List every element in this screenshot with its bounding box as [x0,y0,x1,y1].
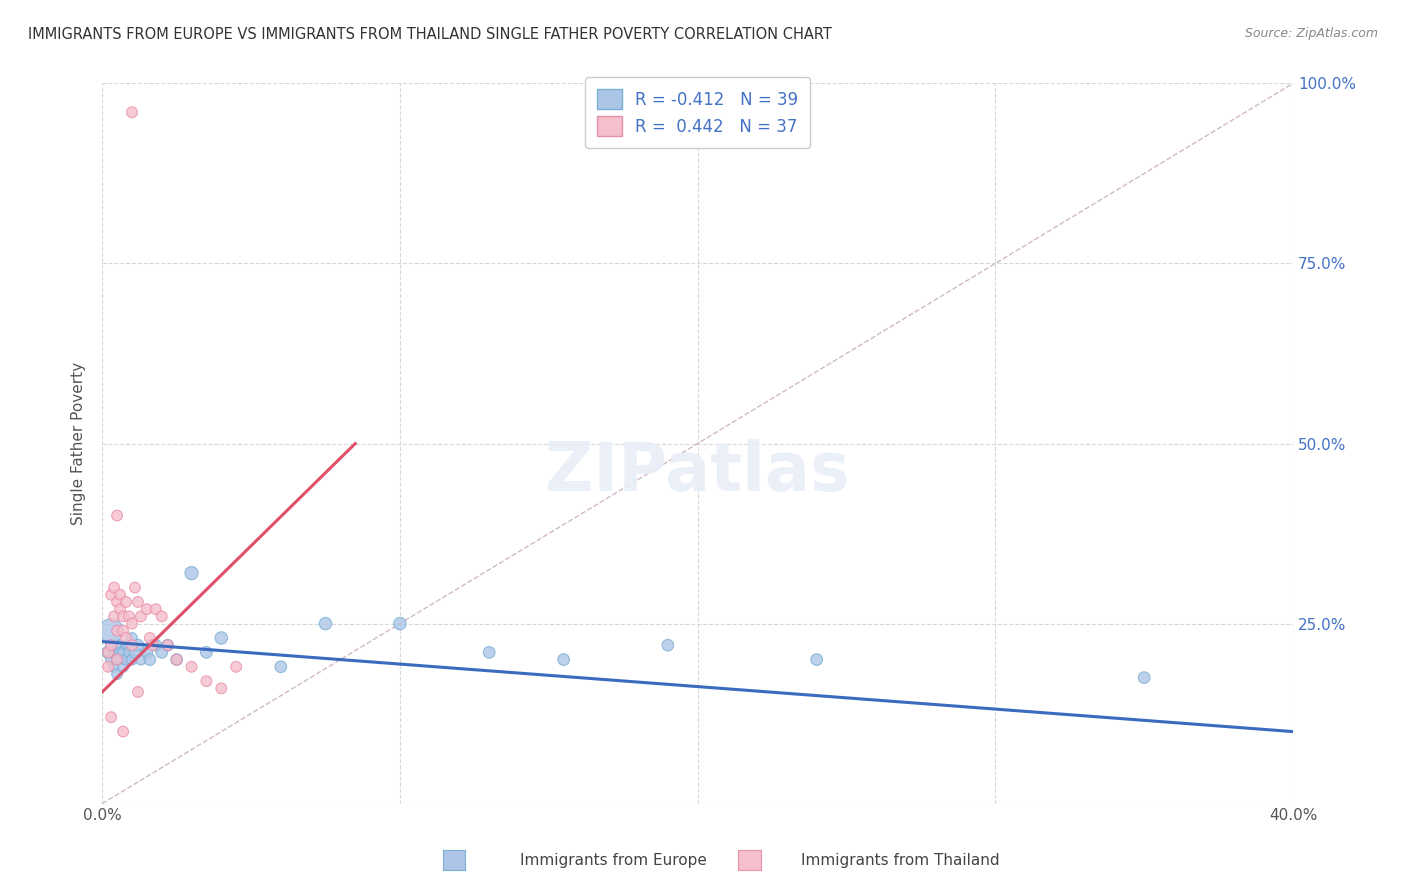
Point [1133,671,1156,685]
Point [105,508,128,523]
Point [108,588,131,602]
Point [180,660,202,674]
Point [112,724,135,739]
Point [108,602,131,616]
Text: Source: ZipAtlas.com: Source: ZipAtlas.com [1244,27,1378,40]
Point [553,652,575,666]
Point [105,652,128,666]
Point [150,609,173,624]
Point [115,631,138,645]
Point [135,645,157,659]
Point [388,616,411,631]
Point [145,638,167,652]
Point [209,681,232,696]
Point [142,638,165,652]
Point [100,638,122,652]
Point [121,652,143,666]
Point [105,624,128,638]
Point [100,638,122,652]
Point [166,652,188,666]
Point [124,645,146,659]
Point [314,616,336,631]
Point [115,652,138,666]
Point [195,645,218,659]
Point [121,631,143,645]
Point [195,674,218,689]
Point [108,652,131,666]
Point [124,581,146,595]
Text: Immigrants from Thailand: Immigrants from Thailand [801,854,1000,868]
Point [127,638,149,652]
Point [103,645,125,659]
Point [150,645,173,659]
Point [118,645,141,659]
Point [129,609,152,624]
Legend: R = -0.412   N = 39, R =  0.442   N = 37: R = -0.412 N = 39, R = 0.442 N = 37 [585,78,810,148]
Point [121,616,143,631]
Point [806,652,828,666]
Point [121,638,143,652]
Point [105,667,128,681]
Point [129,652,152,666]
Point [127,595,149,609]
Point [97,660,120,674]
Point [478,645,501,659]
Point [135,602,157,616]
Point [112,624,135,638]
Point [145,602,167,616]
Point [118,609,141,624]
Point [100,588,122,602]
Point [97,645,120,659]
Point [112,645,135,659]
Point [156,638,179,652]
Text: Immigrants from Europe: Immigrants from Europe [520,854,707,868]
Point [112,660,135,674]
Point [127,685,149,699]
Point [100,710,122,724]
Point [105,638,128,652]
Point [115,638,138,652]
Point [118,638,141,652]
Y-axis label: Single Father Poverty: Single Father Poverty [72,362,86,525]
Point [225,660,247,674]
Point [209,631,232,645]
Point [103,660,125,674]
Point [100,652,122,666]
Point [105,595,128,609]
Point [180,566,202,581]
Point [103,581,125,595]
Point [100,624,122,638]
Point [270,660,292,674]
Point [112,609,135,624]
Point [108,645,131,659]
Point [166,652,188,666]
Point [139,631,162,645]
Point [657,638,679,652]
Point [97,645,120,659]
Point [121,105,143,120]
Point [105,652,128,666]
Point [156,638,179,652]
Point [103,609,125,624]
Point [139,652,162,666]
Text: ZIPatlas: ZIPatlas [546,440,849,506]
Point [115,595,138,609]
Text: IMMIGRANTS FROM EUROPE VS IMMIGRANTS FROM THAILAND SINGLE FATHER POVERTY CORRELA: IMMIGRANTS FROM EUROPE VS IMMIGRANTS FRO… [28,27,832,42]
